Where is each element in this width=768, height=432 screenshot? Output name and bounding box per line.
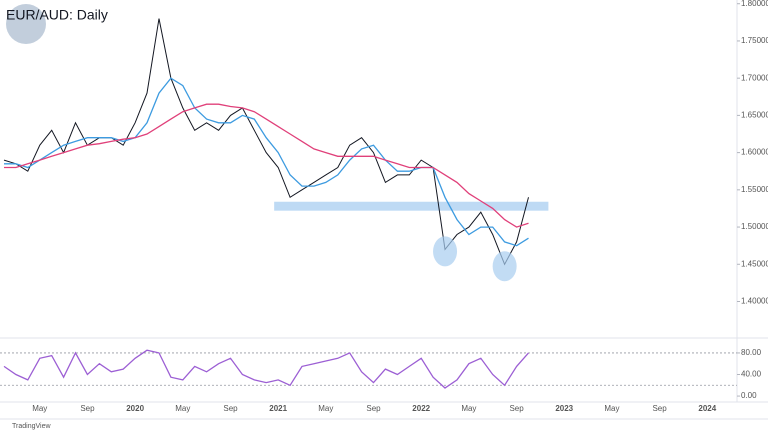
y2-tick-label: 80.00 <box>741 348 762 357</box>
low-highlight <box>433 236 458 267</box>
y2-tick-label: 40.00 <box>741 370 762 379</box>
x-tick-label: Sep <box>509 404 524 413</box>
x-tick-label: 2021 <box>269 404 287 413</box>
x-tick-label: 2024 <box>698 404 716 413</box>
price-line <box>3 18 529 266</box>
y2-tick-label: 0.00 <box>741 391 757 400</box>
x-tick-label: May <box>318 404 333 413</box>
chart-title: EUR/AUD: Daily <box>6 7 108 23</box>
y-tick-label: 1.50000 <box>741 222 768 231</box>
watermark: TradingView <box>12 423 51 430</box>
y-tick-label: 1.70000 <box>741 73 768 82</box>
y-tick-label: 1.80000 <box>741 0 768 8</box>
x-tick-label: 2022 <box>412 404 430 413</box>
rsi-line <box>3 349 529 389</box>
support-zone <box>274 201 549 211</box>
y-tick-label: 1.75000 <box>741 36 768 45</box>
y-tick-label: 1.60000 <box>741 148 768 157</box>
x-tick-label: 2023 <box>555 404 573 413</box>
x-tick-label: Sep <box>366 404 381 413</box>
moving-average <box>4 77 529 247</box>
y-tick-label: 1.40000 <box>741 297 768 306</box>
x-tick-label: Sep <box>80 404 95 413</box>
x-tick-label: Sep <box>223 404 238 413</box>
x-tick-label: Sep <box>652 404 667 413</box>
y-tick-label: 1.45000 <box>741 259 768 268</box>
low-highlight <box>492 251 517 282</box>
plot: 1.40000 1.45000 1.50000 1.55000 1.60000 1.650… <box>0 0 768 413</box>
y-tick-label: 1.55000 <box>741 185 768 194</box>
x-tick-label: May <box>604 404 619 413</box>
logo <box>6 4 46 44</box>
x-tick-label: May <box>32 404 47 413</box>
y-tick-label: 1.65000 <box>741 110 768 119</box>
x-tick-label: May <box>461 404 476 413</box>
x-tick-label: 2020 <box>126 404 144 413</box>
moving-average <box>4 103 529 228</box>
x-tick-label: May <box>175 404 190 413</box>
